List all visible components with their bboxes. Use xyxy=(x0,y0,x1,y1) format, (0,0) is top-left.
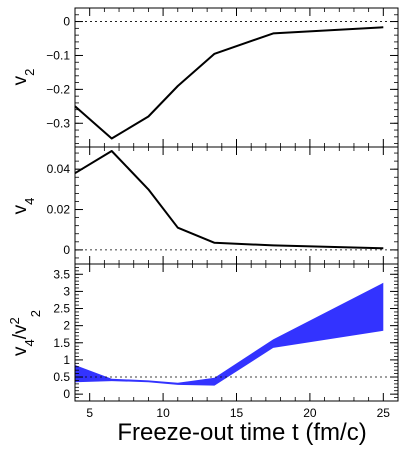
x-tick-label: 15 xyxy=(230,406,244,420)
y-tick-label: 0.02 xyxy=(47,203,71,217)
y-tick-label: 1.5 xyxy=(53,336,70,350)
y-axis-title-3: v4/v22 xyxy=(7,310,44,356)
series-line-1 xyxy=(74,26,384,140)
ratio-band xyxy=(75,282,384,386)
x-axis-title: Freeze-out time t (fm/c) xyxy=(117,419,366,446)
x-tick-label: 25 xyxy=(377,406,391,420)
y-tick-label: −0.2 xyxy=(46,82,70,96)
panel-1: 0 −0.1 −0.2 −0.3 xyxy=(46,7,399,148)
y-tick-label: 3 xyxy=(63,284,70,298)
y-tick-label: 0 xyxy=(63,387,70,401)
x-tick-label: 20 xyxy=(303,406,317,420)
y-tick-label: 0 xyxy=(63,15,70,29)
y-tick-label: 0.5 xyxy=(53,370,70,384)
y-axis-title-1: v2 xyxy=(10,69,37,86)
y-tick-label: −0.3 xyxy=(46,116,70,130)
panel-3: 0 0.5 1 1.5 2 2.5 3 3.5 5 10 15 20 25 xyxy=(53,263,399,420)
y-tick-label: 1 xyxy=(63,353,70,367)
x-tick-label: 5 xyxy=(86,406,93,420)
y-tick-label: 2.5 xyxy=(53,302,70,316)
y-tick-label: 2 xyxy=(63,319,70,333)
y-tick-label: 0.04 xyxy=(47,162,71,176)
y-tick-label: −0.1 xyxy=(46,48,70,62)
x-tick-label: 10 xyxy=(156,406,170,420)
panel-2: 0 0.02 0.04 xyxy=(47,146,399,265)
panels: 0 −0.1 −0.2 −0.3 0 0.02 0.04 0 0.5 1 1.5 2 2.5 3 3.5 5 1… xyxy=(7,7,399,420)
y-tick-label: 3.5 xyxy=(53,267,70,281)
y-axis-title-2: v4 xyxy=(10,198,37,215)
y-tick-label: 0 xyxy=(63,243,70,257)
series-line-1 xyxy=(74,150,384,250)
